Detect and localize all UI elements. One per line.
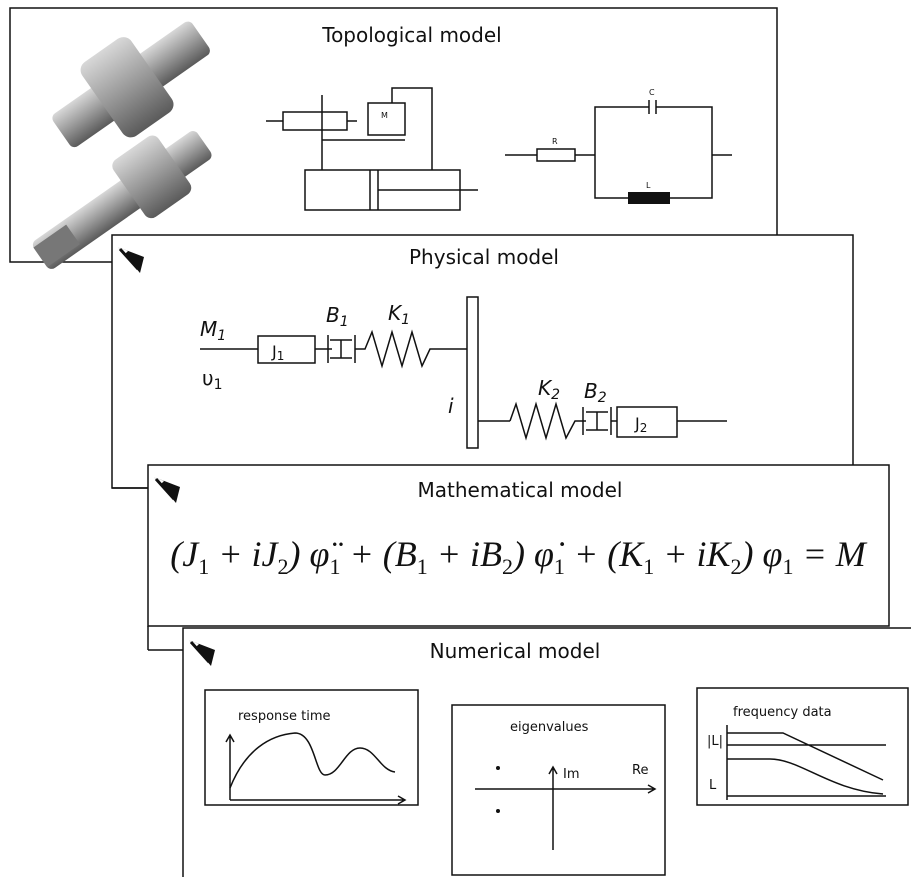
equation-term: + (B	[340, 534, 416, 574]
equation-term: (J	[170, 534, 200, 574]
equation-term: + (K	[565, 534, 645, 574]
equation-subscript: 1	[417, 554, 428, 579]
equation-term: ) φ	[740, 534, 783, 574]
label: R	[552, 137, 558, 146]
equation-subscript: 1	[198, 554, 209, 579]
symbol: B2	[584, 379, 607, 406]
physical-panel: Physical model M1 υ1 J1 B1 K1 i K2 B2 J2	[111, 234, 854, 489]
equation: (J1 + iJ2) φ̈1 + (B1 + iB2) φ̇1 + (K1 + …	[170, 534, 867, 579]
equation-subscript: 2	[502, 554, 513, 579]
response-plot: response time	[204, 689, 419, 806]
axis-label: Im	[563, 767, 580, 782]
panel-title: Topological model	[321, 23, 501, 47]
axis-label: Re	[632, 763, 648, 778]
symbol: i	[448, 394, 454, 418]
label: C	[649, 88, 655, 97]
symbol: K1	[388, 301, 410, 328]
equation-subscript: 1	[554, 554, 565, 579]
gear-shaft	[32, 21, 212, 269]
hydraulic-schematic: M	[266, 87, 478, 211]
numerical-panel: Numerical model response time eigenvalue…	[182, 627, 911, 877]
equation-subscript: 2	[278, 554, 289, 579]
symbol: K2	[538, 376, 560, 403]
panel-title: Physical model	[409, 245, 559, 269]
axis-label: |L|	[707, 734, 723, 749]
equation-subscript: 1	[643, 554, 654, 579]
eigen-plot: eigenvalues Im Re	[451, 704, 666, 876]
axis-label: L	[709, 778, 717, 793]
plot-title: frequency data	[733, 705, 832, 720]
equation-subscript: 1	[782, 554, 793, 579]
symbol: M1	[200, 317, 226, 344]
equation-subscript: 1	[329, 554, 340, 579]
symbol: B1	[326, 303, 349, 330]
equation-term: + iB	[428, 534, 502, 574]
symbol: υ1	[202, 366, 223, 393]
plot-title: response time	[238, 709, 331, 724]
equation-term: + iJ	[209, 534, 279, 574]
label: L	[646, 181, 651, 190]
frequency-plot: frequency data |L| L	[696, 687, 909, 806]
equation-subscript: 2	[731, 554, 742, 579]
topological-panel: Topological model M R C	[9, 7, 778, 269]
equation-term: + iK	[654, 534, 732, 574]
mathematical-panel: Mathematical model (J1 + iJ2) φ̈1 + (B1 …	[147, 464, 890, 627]
symbol: J1	[271, 342, 284, 363]
symbol: J2	[634, 414, 647, 435]
label: M	[381, 111, 388, 120]
panel-title: Numerical model	[430, 639, 601, 663]
equation-term: = M	[793, 534, 867, 574]
circuit: R C L	[505, 88, 732, 204]
panel-title: Mathematical model	[418, 478, 623, 502]
plot-title: eigenvalues	[510, 720, 589, 735]
